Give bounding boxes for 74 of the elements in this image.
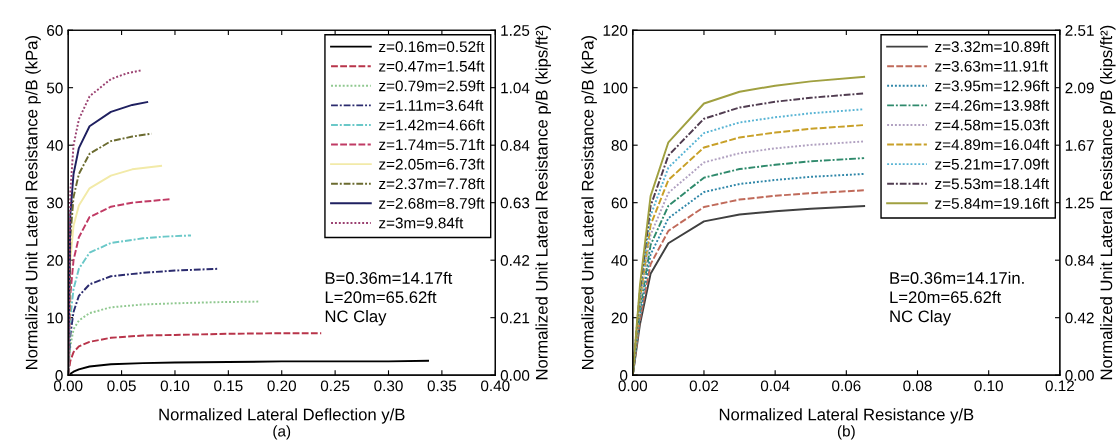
legend-label: z=2.37m=7.78ft: [379, 178, 485, 190]
legend-label: z=4.58m=15.03ft: [935, 119, 1050, 131]
x-tick-label: 0.04: [760, 380, 790, 392]
y-tick-label: 50: [46, 82, 63, 94]
y-tick-label: 80: [611, 140, 628, 151]
legend-label: z=1.42m=4.66ft: [379, 119, 485, 131]
y-axis-title: Normalized Unit Lateral Resistance p/B (kPa): [25, 36, 41, 369]
y2-tick-label: 0.42: [1065, 312, 1094, 324]
legend-label: z=5.84m=19.16ft: [935, 197, 1050, 209]
x-tick-label: 0.10: [160, 380, 190, 392]
x-tick-label: 0.30: [374, 380, 403, 392]
x-tick-label: 0.00: [53, 380, 83, 392]
y2-axis-title: Normalized Unit Lateral Resistance p/B (kips/ft²): [535, 25, 551, 380]
y2-tick-label: 2.51: [1065, 25, 1094, 36]
y2-tick-label: 0.84: [500, 140, 530, 151]
legend-label: z=3.32m=10.89ft: [935, 40, 1050, 53]
x-tick-label: 0.20: [267, 380, 297, 392]
legend-label: z=4.26m=13.98ft: [935, 99, 1050, 111]
legend-label: z=3m=9.84ft: [379, 217, 464, 229]
x-tick-label: 0.35: [427, 380, 457, 392]
y2-tick-label: 0.21: [500, 312, 530, 324]
y-tick-label: 0: [620, 370, 628, 381]
x-tick-label: 0.00: [618, 380, 648, 392]
y-tick-label: 10: [47, 312, 63, 324]
legend-label: z=0.79m=2.59ft: [379, 80, 485, 92]
y2-tick-label: 1.25: [1065, 197, 1094, 209]
y-tick-label: 40: [611, 255, 628, 266]
x-tick-label: 0.12: [1045, 380, 1074, 392]
y2-tick-label: 1.25: [501, 25, 530, 36]
x-axis-title: Normalized Lateral Deflection y/B: [159, 408, 405, 424]
y2-tick-label: 1.04: [501, 82, 530, 94]
y2-tick-label: 0.00: [1065, 370, 1094, 381]
x-tick-label: 0.10: [974, 380, 1003, 392]
x-tick-label: 0.08: [903, 380, 932, 392]
x-tick-label: 0.02: [689, 380, 719, 392]
legend-label: z=2.05m=6.73ft: [379, 158, 485, 170]
y-tick-label: 20: [47, 255, 63, 266]
x-tick-label: 0.06: [832, 380, 861, 392]
legend-label: z=4.89m=16.04ft: [935, 138, 1050, 151]
y2-tick-label: 0.84: [1065, 255, 1095, 266]
x-axis-title: Normalized Lateral Resistance y/B: [719, 408, 974, 424]
y2-tick-label: 1.67: [1065, 140, 1094, 151]
y-tick-label: 40: [46, 140, 63, 151]
y2-tick-label: 2.09: [1065, 82, 1094, 94]
legend-label: z=5.53m=18.14ft: [935, 178, 1050, 190]
legend-label: z=3.63m=11.91ft: [935, 60, 1048, 72]
x-tick-label: 0.25: [320, 380, 350, 392]
legend-label: z=0.16m=0.52ft: [379, 40, 485, 53]
y2-tick-label: 0.63: [500, 197, 530, 209]
y-tick-label: 30: [46, 197, 63, 209]
legend-label: z=3.95m=12.96ft: [935, 80, 1050, 92]
y2-axis-title: Normalized Unit Lateral Resistance p/B (kips/ft²): [1100, 25, 1116, 380]
x-tick-label: 0.40: [481, 380, 510, 392]
legend-label: z=0.47m=1.54ft: [379, 60, 485, 72]
y-axis-title: Normalized Unit Lateral Resistance p/B (kPa): [581, 36, 597, 369]
y-tick-label: 0: [55, 370, 63, 381]
annotation: B=0.36m=14.17in. L=20m=65.62ft NC Clay: [890, 271, 1024, 326]
y-tick-label: 100: [603, 82, 628, 94]
x-tick-label: 0.05: [107, 380, 136, 392]
text: (a): [273, 425, 291, 440]
y-tick-label: 60: [47, 25, 63, 36]
legend-label: z=1.74m=5.71ft: [379, 138, 485, 151]
legend-label: z=2.68m=8.79ft: [379, 197, 485, 209]
y2-tick-label: 0.00: [500, 370, 530, 381]
legend-label: z=5.21m=17.09ft: [935, 158, 1050, 170]
x-tick-label: 0.15: [214, 380, 243, 392]
y-tick-label: 20: [611, 312, 628, 324]
y2-tick-label: 0.42: [500, 255, 530, 266]
y-tick-label: 120: [603, 25, 628, 36]
y-tick-label: 60: [611, 197, 628, 209]
legend-label: z=1.11m=3.64ft: [379, 99, 484, 111]
line-series: [68, 332, 323, 376]
annotation: B=0.36m=14.17ft L=20m=65.62ft NC Clay: [325, 271, 453, 326]
text: (b): [837, 425, 855, 440]
